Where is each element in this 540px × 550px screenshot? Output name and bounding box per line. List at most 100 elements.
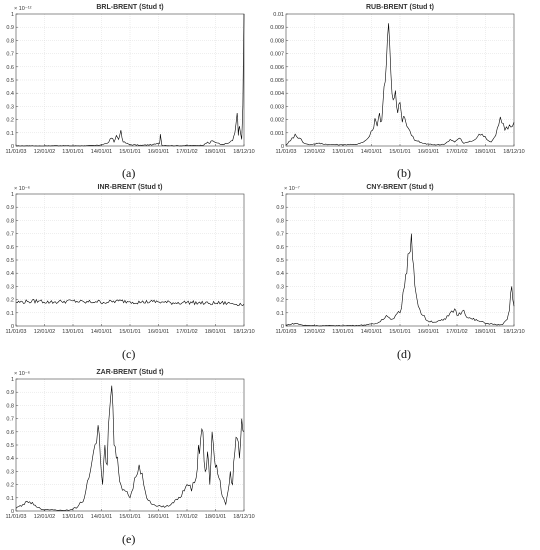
x-tick-label: 15/01/01 [389,149,410,155]
x-tick-label: 18/01/01 [205,149,226,155]
caption-a: (a) [122,166,136,180]
chart-title: ZAR-BRENT (Stud t) [96,369,163,376]
x-tick-label: 12/01/02 [34,514,55,520]
y-tick-label: 0.3 [6,284,14,290]
chart-panel-d: CNY-BRENT (Stud t) × 10⁻⁷ 0 0.1 0.2 0.3 0.4 0.5… [270,180,540,365]
y-tick-label: 0.2 [6,298,14,304]
axis-exponent: × 10⁻⁷ [284,185,300,192]
x-tick-label: 13/01/01 [62,149,83,155]
x-tick-label: 17/01/02 [176,514,197,520]
x-tick-label: 18/01/01 [205,329,226,335]
x-tick-label: 15/01/01 [389,329,410,335]
y-tick-label: 0.5 [6,78,14,84]
y-tick-label: 0.008 [270,38,284,44]
x-tick-label: 15/01/01 [119,329,140,335]
y-tick-label: 0.7 [6,417,14,423]
y-tick-label: 0.5 [6,443,14,449]
y-tick-label: 0 [11,144,14,150]
axis-exponent: × 10⁻⁶ [14,185,30,192]
caption-c: (c) [122,347,136,361]
y-tick-label: 1 [11,12,14,18]
y-tick-label: 0.7 [276,232,284,238]
y-tick-label: 0 [281,324,284,330]
chart-title: CNY-BRENT (Stud t) [366,184,433,191]
x-tick-label: 15/01/01 [119,514,140,520]
y-tick-label: 0.002 [270,118,284,124]
chart-panel-e: ZAR-BRENT (Stud t) × 10⁻⁶ 0 0.1 0.2 0.3 0.4 0.5… [0,365,270,550]
y-tick-label: 0.4 [276,271,284,277]
chart-title: RUB-BRENT (Stud t) [366,4,434,11]
plot-frame [15,193,245,327]
y-tick-label: 0.9 [276,205,284,211]
plot-frame [15,13,245,147]
x-tick-label: 12/01/02 [304,149,325,155]
y-tick-label: 0.3 [6,104,14,110]
x-tick-label: 17/01/02 [446,329,467,335]
x-tick-label: 18/12/10 [233,149,254,155]
series-line [285,233,515,327]
plot-frame [15,378,245,512]
chart-svg-a: BRL-BRENT (Stud t) × 10⁻¹² 0 0.1 0.2 0.3 0.4 0.… [5,4,254,155]
x-tick-label: 11/01/03 [5,514,26,520]
y-tick-label: 0.007 [270,52,284,58]
y-tick-label: 0.8 [6,38,14,44]
chart-svg-d: CNY-BRENT (Stud t) × 10⁻⁷ 0 0.1 0.2 0.3 0.4 0.5… [275,184,524,335]
caption-d: (d) [397,347,411,361]
x-tick-label: 13/01/01 [332,329,353,335]
x-tick-label: 18/01/01 [475,329,496,335]
chart-panel-b: RUB-BRENT (Stud t) 0 0.001 0.002 0.003 0.004 0… [270,0,540,185]
y-tick-label: 0.2 [6,483,14,489]
series-line [15,13,245,147]
x-tick-label: 13/01/01 [332,149,353,155]
series-line [285,23,515,146]
x-tick-label: 17/01/02 [446,149,467,155]
y-tick-label: 0.1 [6,311,14,317]
x-tick-label: 16/01/01 [418,149,439,155]
x-tick-label: 15/01/01 [119,149,140,155]
x-tick-label: 11/01/03 [5,329,26,335]
x-tick-label: 11/01/03 [275,149,296,155]
chart-title: BRL-BRENT (Stud t) [96,4,163,11]
y-tick-label: 0.9 [6,390,14,396]
y-tick-label: 0.2 [276,298,284,304]
x-tick-label: 17/01/02 [176,149,197,155]
x-tick-label: 18/12/10 [503,329,524,335]
y-tick-label: 0.3 [6,469,14,475]
x-tick-label: 16/01/01 [148,149,169,155]
x-tick-label: 13/01/01 [62,329,83,335]
y-tick-label: 0.4 [6,456,14,462]
axis-exponent: × 10⁻¹² [14,6,32,12]
y-tick-label: 0.9 [6,205,14,211]
x-tick-label: 14/01/01 [361,329,382,335]
y-tick-label: 1 [11,377,14,383]
y-tick-label: 0.1 [6,131,14,137]
plot-frame [285,193,515,327]
y-tick-label: 0.009 [270,25,284,31]
chart-title: INR-BRENT (Stud t) [98,184,163,191]
chart-svg-c: INR-BRENT (Stud t) × 10⁻⁶ 0 0.1 0.2 0.3 0.4 0.5… [5,184,254,335]
y-tick-label: 0.2 [6,118,14,124]
x-tick-label: 18/01/01 [475,149,496,155]
chart-svg-b: RUB-BRENT (Stud t) 0 0.001 0.002 0.003 0.004 0… [270,4,524,155]
y-tick-label: 0.7 [6,52,14,58]
y-tick-label: 0.5 [276,258,284,264]
y-tick-label: 0.4 [6,91,14,97]
y-tick-label: 0.006 [270,65,284,71]
x-tick-label: 12/01/02 [304,329,325,335]
y-tick-label: 0.8 [276,218,284,224]
y-tick-label: 0.6 [6,245,14,251]
y-tick-label: 0.8 [6,218,14,224]
x-tick-label: 18/01/01 [205,514,226,520]
x-tick-label: 12/01/02 [34,329,55,335]
y-tick-label: 0.5 [6,258,14,264]
y-tick-label: 0.8 [6,403,14,409]
axis-exponent: × 10⁻⁶ [14,370,30,377]
chart-svg-e: ZAR-BRENT (Stud t) × 10⁻⁶ 0 0.1 0.2 0.3 0.4 0.5… [5,369,254,520]
chart-panel-c: INR-BRENT (Stud t) × 10⁻⁶ 0 0.1 0.2 0.3 0.4 0.5… [0,180,270,365]
caption-e: (e) [122,532,136,546]
y-tick-label: 0.003 [270,104,284,110]
y-tick-label: 0.9 [6,25,14,31]
x-tick-label: 16/01/01 [148,514,169,520]
x-tick-label: 12/01/02 [34,149,55,155]
y-tick-label: 0.4 [6,271,14,277]
